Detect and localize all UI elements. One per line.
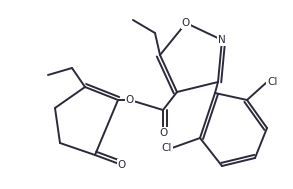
Text: O: O (182, 18, 190, 28)
Text: O: O (126, 95, 134, 105)
Text: O: O (118, 160, 126, 170)
Text: N: N (218, 35, 226, 45)
Text: O: O (159, 128, 167, 138)
Text: Cl: Cl (267, 77, 277, 87)
Text: Cl: Cl (162, 143, 172, 153)
